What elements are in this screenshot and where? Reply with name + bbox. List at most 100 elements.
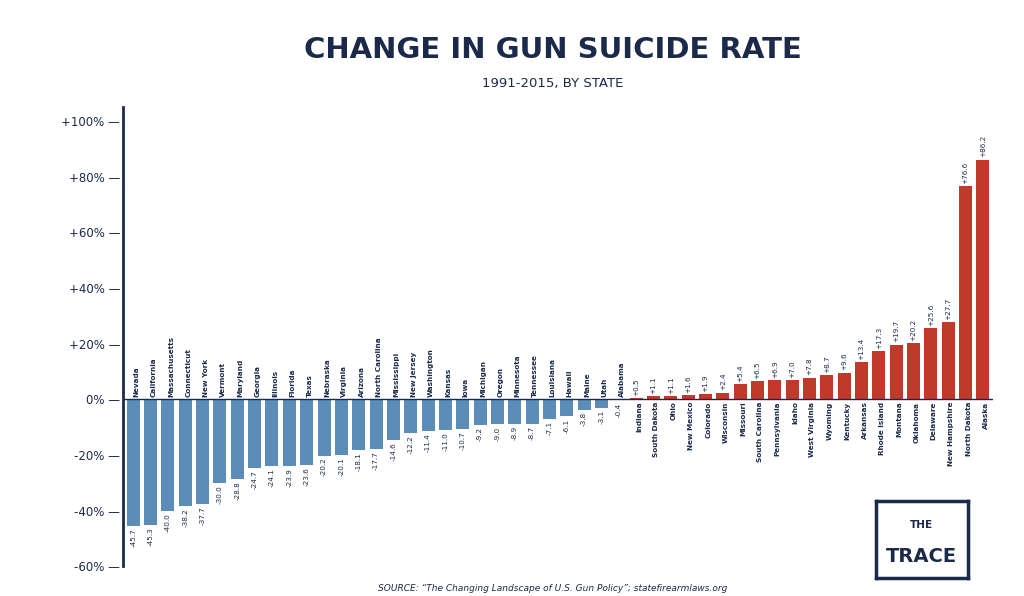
Text: SOURCE: “The Changing Landscape of U.S. Gun Policy”; statefirearmlaws.org: SOURCE: “The Changing Landscape of U.S. … <box>378 584 728 593</box>
Text: -23.9: -23.9 <box>287 468 292 487</box>
Bar <box>578 399 591 410</box>
Text: Oregon: Oregon <box>498 367 504 397</box>
Text: +6.5: +6.5 <box>755 361 761 379</box>
Text: -20.1: -20.1 <box>338 458 344 476</box>
Text: South Carolina: South Carolina <box>758 402 764 462</box>
Bar <box>682 395 694 399</box>
Text: Alabama: Alabama <box>618 361 625 397</box>
Text: Wyoming: Wyoming <box>826 402 833 440</box>
Bar <box>595 399 608 408</box>
Bar <box>838 372 851 399</box>
Text: Connecticut: Connecticut <box>185 348 191 397</box>
Text: Virginia: Virginia <box>341 365 347 397</box>
Bar <box>872 351 886 399</box>
Text: +27.7: +27.7 <box>945 298 951 320</box>
Bar <box>785 380 799 399</box>
Text: +17.3: +17.3 <box>876 327 882 349</box>
Text: Maryland: Maryland <box>238 359 244 397</box>
Text: Nevada: Nevada <box>133 367 139 397</box>
Text: North Carolina: North Carolina <box>376 337 382 397</box>
Text: New York: New York <box>203 359 209 397</box>
Bar <box>525 399 539 424</box>
Bar <box>335 399 348 455</box>
Text: -18.1: -18.1 <box>355 452 361 471</box>
Text: -24.7: -24.7 <box>252 470 258 489</box>
Bar <box>942 322 954 399</box>
Text: -9.0: -9.0 <box>495 427 501 440</box>
Bar <box>508 399 521 424</box>
Bar <box>439 399 452 430</box>
Text: Utah: Utah <box>601 378 607 397</box>
Text: New Mexico: New Mexico <box>688 402 694 450</box>
Text: Maine: Maine <box>584 372 590 397</box>
Text: +2.4: +2.4 <box>720 372 726 390</box>
Text: +7.8: +7.8 <box>807 358 812 375</box>
Text: +20.2: +20.2 <box>910 319 916 341</box>
Text: Kansas: Kansas <box>445 368 452 397</box>
Bar <box>612 399 626 401</box>
Bar <box>370 399 383 449</box>
Bar <box>733 384 746 399</box>
Bar <box>387 399 399 440</box>
Text: Ohio: Ohio <box>671 402 677 420</box>
Text: +1.6: +1.6 <box>685 375 691 393</box>
Text: CHANGE IN GUN SUICIDE RATE: CHANGE IN GUN SUICIDE RATE <box>304 36 802 64</box>
Text: -0.4: -0.4 <box>615 403 622 417</box>
Text: New Jersey: New Jersey <box>411 352 417 397</box>
Text: TRACE: TRACE <box>886 547 957 566</box>
Text: -28.8: -28.8 <box>234 482 241 501</box>
Text: +76.6: +76.6 <box>963 162 969 184</box>
Bar <box>630 398 643 399</box>
Text: Vermont: Vermont <box>220 362 226 397</box>
Bar <box>490 399 504 424</box>
Text: -20.2: -20.2 <box>321 458 327 476</box>
Text: +86.2: +86.2 <box>980 135 986 157</box>
Bar <box>230 399 244 479</box>
Text: -37.7: -37.7 <box>200 507 206 525</box>
Text: Michigan: Michigan <box>480 360 486 397</box>
Text: -24.1: -24.1 <box>269 468 275 488</box>
Bar <box>855 362 868 399</box>
Text: -10.7: -10.7 <box>460 432 466 450</box>
Text: Wisconsin: Wisconsin <box>723 402 729 443</box>
Bar <box>803 378 816 399</box>
Text: Texas: Texas <box>306 374 312 397</box>
Bar <box>647 396 659 399</box>
Bar <box>197 399 209 504</box>
Text: +1.1: +1.1 <box>668 377 674 394</box>
Bar <box>473 399 486 425</box>
Text: -38.2: -38.2 <box>182 508 188 526</box>
Text: +25.6: +25.6 <box>928 303 934 326</box>
Text: -8.7: -8.7 <box>529 426 536 440</box>
Bar <box>422 399 434 431</box>
Text: Pennsylvania: Pennsylvania <box>775 402 781 456</box>
Bar <box>127 399 140 526</box>
Bar <box>265 399 279 466</box>
Text: Florida: Florida <box>290 368 295 397</box>
Text: North Dakota: North Dakota <box>966 402 972 456</box>
Text: +19.7: +19.7 <box>893 320 899 342</box>
Text: Oklahoma: Oklahoma <box>913 402 920 443</box>
Text: Massachusetts: Massachusetts <box>168 336 174 397</box>
Bar <box>144 399 157 525</box>
Bar <box>404 399 417 433</box>
Bar <box>717 393 729 399</box>
Text: -11.0: -11.0 <box>442 432 449 451</box>
Bar <box>665 396 677 399</box>
Bar <box>820 375 834 399</box>
Bar <box>768 380 781 399</box>
Text: Idaho: Idaho <box>793 402 798 424</box>
Bar <box>317 399 331 455</box>
Text: -3.1: -3.1 <box>598 410 604 424</box>
Text: Montana: Montana <box>896 402 902 437</box>
Text: Indiana: Indiana <box>636 402 642 432</box>
Text: +9.6: +9.6 <box>841 353 847 370</box>
Text: California: California <box>151 358 157 397</box>
Text: West Virginia: West Virginia <box>810 402 815 457</box>
Text: +6.9: +6.9 <box>772 360 778 378</box>
Text: Rhode Island: Rhode Island <box>879 402 885 455</box>
Bar <box>699 394 712 399</box>
Text: Arizona: Arizona <box>358 366 365 397</box>
Text: Washington: Washington <box>428 348 434 397</box>
Bar <box>352 399 366 449</box>
